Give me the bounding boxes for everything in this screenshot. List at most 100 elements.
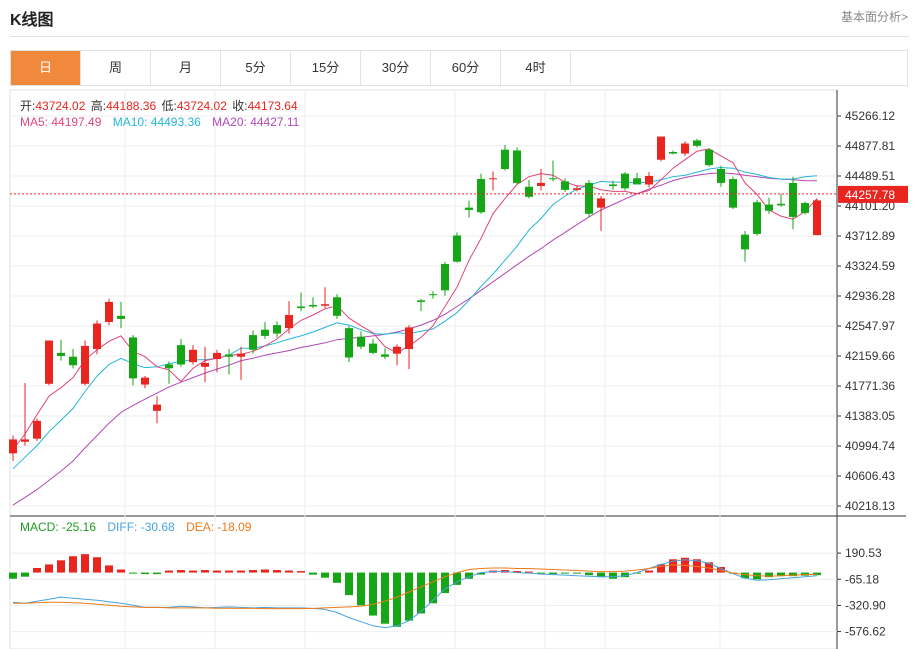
candle-body[interactable] bbox=[333, 297, 341, 316]
candle-body[interactable] bbox=[813, 200, 821, 236]
candle-body[interactable] bbox=[477, 179, 485, 213]
macd-bar bbox=[441, 572, 449, 594]
candle-body[interactable] bbox=[93, 323, 101, 350]
candle-body[interactable] bbox=[777, 203, 785, 206]
candle-body[interactable] bbox=[45, 340, 53, 384]
candle-body[interactable] bbox=[153, 404, 161, 411]
candle-body[interactable] bbox=[141, 377, 149, 385]
candle-body[interactable] bbox=[597, 198, 605, 208]
candle-body[interactable] bbox=[453, 235, 461, 262]
macd-bar bbox=[549, 572, 557, 575]
macd-bar bbox=[237, 570, 245, 573]
ohlc-legend: 开:43724.02 高:44188.36 低:43724.02 收:44173… bbox=[20, 97, 300, 114]
candle-body[interactable] bbox=[81, 345, 89, 384]
candle-body[interactable] bbox=[429, 294, 437, 296]
open-label: 开: bbox=[20, 99, 36, 113]
macd-bar bbox=[525, 571, 533, 573]
candle-body[interactable] bbox=[753, 202, 761, 234]
candle-body[interactable] bbox=[57, 352, 65, 356]
y-tick-label-7: 42547.97 bbox=[845, 319, 895, 333]
candle-body[interactable] bbox=[177, 345, 185, 365]
candle-body[interactable] bbox=[225, 354, 233, 357]
tab-5[interactable]: 30分 bbox=[361, 51, 431, 85]
candle-body[interactable] bbox=[525, 186, 533, 197]
tab-7[interactable]: 4时 bbox=[501, 51, 571, 85]
candle-body[interactable] bbox=[681, 143, 689, 154]
candle-body[interactable] bbox=[273, 325, 281, 334]
candle-body[interactable] bbox=[189, 349, 197, 363]
candle-body[interactable] bbox=[69, 356, 77, 366]
candle-body[interactable] bbox=[321, 304, 329, 306]
candle-body[interactable] bbox=[441, 264, 449, 291]
candle-body[interactable] bbox=[381, 354, 389, 357]
candle-body[interactable] bbox=[585, 182, 593, 214]
macd-bar bbox=[561, 572, 569, 574]
macd-bar bbox=[621, 572, 629, 578]
tab-0[interactable]: 日 bbox=[11, 51, 81, 85]
candle-body[interactable] bbox=[573, 188, 581, 190]
fundamental-analysis-link[interactable]: 基本面分析> bbox=[840, 10, 908, 24]
macd-legend-dea: DEA: -18.09 bbox=[186, 520, 252, 534]
candle-body[interactable] bbox=[345, 328, 353, 358]
candle-body[interactable] bbox=[33, 420, 41, 439]
candle-body[interactable] bbox=[465, 207, 473, 210]
macd-bar bbox=[429, 572, 437, 604]
tab-2[interactable]: 月 bbox=[151, 51, 221, 85]
tab-6[interactable]: 60分 bbox=[431, 51, 501, 85]
candle-body[interactable] bbox=[729, 179, 737, 208]
candle-body[interactable] bbox=[501, 149, 509, 170]
candle-body[interactable] bbox=[669, 152, 677, 154]
candle-body[interactable] bbox=[645, 175, 653, 185]
candle-body[interactable] bbox=[105, 301, 113, 322]
candle-body[interactable] bbox=[249, 335, 257, 350]
candle-body[interactable] bbox=[621, 173, 629, 189]
candle-body[interactable] bbox=[609, 184, 617, 187]
candle-body[interactable] bbox=[417, 300, 425, 302]
candle-body[interactable] bbox=[633, 178, 641, 185]
candle-body[interactable] bbox=[741, 234, 749, 250]
candle-body[interactable] bbox=[765, 204, 773, 211]
candle-body[interactable] bbox=[309, 304, 317, 307]
candle-body[interactable] bbox=[393, 346, 401, 354]
candle-body[interactable] bbox=[789, 182, 797, 217]
candle-body[interactable] bbox=[201, 362, 209, 367]
macd-bar bbox=[285, 570, 293, 573]
candle-body[interactable] bbox=[285, 315, 293, 329]
candle-body[interactable] bbox=[9, 439, 17, 454]
candle-body[interactable] bbox=[165, 364, 173, 369]
macd-bar bbox=[573, 572, 581, 574]
macd-bar bbox=[225, 570, 233, 573]
y-tick-label-6: 42936.28 bbox=[845, 289, 895, 303]
macd-bar bbox=[57, 560, 65, 573]
tab-4[interactable]: 15分 bbox=[291, 51, 361, 85]
candle-body[interactable] bbox=[537, 182, 545, 187]
candle-body[interactable] bbox=[657, 136, 665, 160]
candle-body[interactable] bbox=[117, 315, 125, 319]
candle-body[interactable] bbox=[549, 178, 557, 180]
candle-body[interactable] bbox=[357, 336, 365, 347]
macd-bar bbox=[417, 572, 425, 614]
low-label: 低: bbox=[161, 99, 177, 113]
candle-body[interactable] bbox=[513, 150, 521, 183]
tab-3[interactable]: 5分 bbox=[221, 51, 291, 85]
tab-1[interactable]: 周 bbox=[81, 51, 151, 85]
candle-body[interactable] bbox=[297, 306, 305, 309]
candle-body[interactable] bbox=[717, 169, 725, 183]
macd-bar bbox=[513, 571, 521, 573]
candle-body[interactable] bbox=[705, 149, 713, 166]
candle-body[interactable] bbox=[405, 327, 413, 350]
candle-body[interactable] bbox=[489, 178, 497, 180]
candle-body[interactable] bbox=[261, 329, 269, 336]
candle-body[interactable] bbox=[213, 352, 221, 360]
candle-body[interactable] bbox=[237, 353, 245, 357]
macd-bar bbox=[213, 570, 221, 573]
candle-body[interactable] bbox=[693, 140, 701, 146]
candle-body[interactable] bbox=[369, 343, 377, 353]
candle-body[interactable] bbox=[21, 439, 29, 442]
y-tick-label-9: 41771.36 bbox=[845, 379, 895, 393]
candle-body[interactable] bbox=[129, 337, 137, 379]
candle-body[interactable] bbox=[561, 181, 569, 190]
macd-bar bbox=[81, 554, 89, 573]
candle-body[interactable] bbox=[801, 203, 809, 214]
